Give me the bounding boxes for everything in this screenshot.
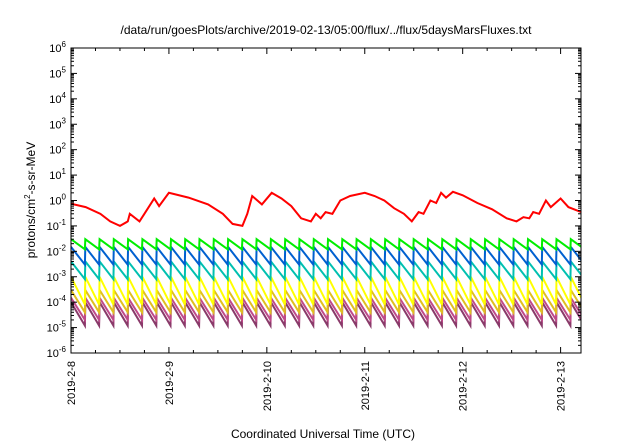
series-line bbox=[71, 298, 581, 330]
x-tick-label: 2019-2-9 bbox=[164, 361, 176, 405]
x-tick-label: 2019-2-12 bbox=[458, 361, 470, 411]
x-tick-label: 2019-2-11 bbox=[360, 361, 372, 410]
series-line bbox=[71, 190, 581, 228]
y-tick-label: 10-2 bbox=[47, 243, 67, 258]
y-tick-label: 10-1 bbox=[47, 218, 67, 233]
y-tick-label: 10-6 bbox=[47, 345, 67, 360]
y-tick-label: 102 bbox=[49, 142, 66, 157]
y-tick-label: 100 bbox=[49, 193, 66, 208]
series-line bbox=[71, 286, 581, 316]
series-line bbox=[71, 244, 581, 268]
y-tick-label: 104 bbox=[49, 91, 66, 106]
y-axis-ticks: 10-6 10-5 10-4 10-3 10-2 10-1 100 101 102 103 104 1… bbox=[47, 40, 581, 360]
series-line bbox=[71, 294, 581, 324]
y-tick-label: 10-3 bbox=[47, 269, 67, 284]
series-layer bbox=[71, 190, 581, 330]
x-tick-label: 2019-2-10 bbox=[262, 361, 274, 411]
y-axis-label: protons/cm2-s-sr-MeV bbox=[23, 142, 38, 258]
x-axis-ticks: 2019-2-8 2019-2-9 2019-2-10 2019-2-11 2019-2… bbox=[66, 48, 568, 411]
series-line bbox=[71, 258, 581, 283]
y-tick-label: 105 bbox=[49, 65, 66, 80]
y-tick-label: 101 bbox=[49, 167, 66, 182]
y-tick-label: 10-5 bbox=[47, 320, 67, 335]
chart-title: /data/run/goesPlots/archive/2019-02-13/0… bbox=[121, 23, 533, 37]
x-axis-label: Coordinated Universal Time (UTC) bbox=[231, 427, 415, 441]
x-tick-label: 2019-2-8 bbox=[66, 361, 78, 405]
series-line bbox=[71, 276, 581, 306]
x-tick-label: 2019-2-13 bbox=[556, 361, 568, 411]
y-tick-label: 10-4 bbox=[47, 294, 67, 309]
series-line bbox=[71, 237, 581, 252]
y-tick-label: 106 bbox=[49, 40, 66, 55]
y-tick-label: 103 bbox=[49, 116, 66, 131]
